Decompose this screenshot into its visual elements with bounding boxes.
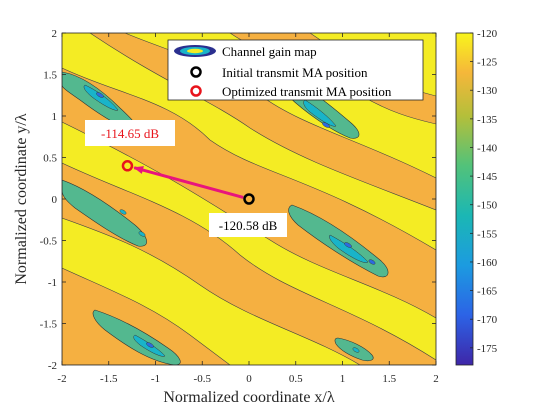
- blue-core: [344, 242, 352, 248]
- colorbar-tick-label: -170: [477, 314, 498, 326]
- legend: Channel gain map Initial transmit MA pos…: [167, 39, 424, 101]
- blue-core: [96, 92, 104, 98]
- y-ticks: 2 1.5 1 0.5 0 -0.5 -1 -1.5 -2: [40, 28, 436, 372]
- colorbar-tick-label: -125: [477, 57, 498, 69]
- legend-initial-marker: [190, 66, 202, 78]
- optimization-arrow: [133, 166, 244, 199]
- y-axis-label: Normalized coordinate y/λ: [13, 113, 30, 284]
- colorbar-tick-label: -165: [477, 286, 498, 298]
- legend-optimized-marker: [190, 85, 202, 97]
- x-tick-label: -1: [151, 373, 160, 385]
- optimized-annotation: -114.65 dB: [101, 126, 159, 141]
- colorbar-tick-label: -120: [477, 28, 498, 40]
- colorbar-tick-label: -145: [477, 171, 498, 183]
- x-tick-label: 1: [340, 373, 346, 385]
- low-gain-band: [62, 267, 231, 365]
- gain-field: [62, 33, 436, 365]
- initial-position-marker: [243, 193, 255, 205]
- colorbar-ticks: -120 -125 -130 -135 -140 -145 -150 -155 -160 -165…: [470, 28, 498, 355]
- y-tick-label: 1.5: [43, 70, 57, 82]
- green-region: [62, 179, 147, 247]
- y-tick-label: -1.5: [40, 319, 58, 331]
- blue-core: [146, 342, 154, 348]
- x-tick-label: -2: [57, 373, 66, 385]
- colorbar-tick-label: -130: [477, 85, 498, 97]
- colorbar: [455, 32, 474, 366]
- y-tick-label: 0: [52, 194, 58, 206]
- x-tick-label: 1.5: [382, 373, 396, 385]
- blue-core: [352, 347, 360, 353]
- legend-label-gain-map: Channel gain map: [222, 44, 317, 59]
- x-tick-label: 0: [246, 373, 252, 385]
- y-tick-label: -0.5: [40, 236, 58, 248]
- x-tick-label: -1.5: [100, 373, 118, 385]
- optimized-position-marker: [121, 160, 134, 172]
- x-tick-label: 2: [433, 373, 439, 385]
- colorbar-tick-label: -140: [477, 142, 498, 154]
- colorbar-tick-label: -150: [477, 200, 498, 212]
- colorbar-tick-label: -160: [477, 257, 498, 269]
- colorbar-tick-label: -155: [477, 228, 498, 240]
- colorbar-tick-label: -135: [477, 114, 498, 126]
- y-tick-label: -1: [48, 277, 57, 289]
- y-tick-label: 0.5: [43, 153, 57, 165]
- initial-annotation-box: [209, 213, 287, 237]
- blue-core: [368, 259, 376, 265]
- legend-label-initial: Initial transmit MA position: [222, 65, 368, 80]
- optimized-annotation-box: [85, 120, 175, 146]
- colorbar-tick-label: -175: [477, 343, 498, 355]
- y-tick-label: -2: [48, 360, 57, 372]
- legend-contour-icon: [187, 48, 203, 54]
- x-tick-label: 0.5: [289, 373, 303, 385]
- blue-core: [138, 231, 146, 237]
- x-axis-label: Normalized coordinate x/λ: [163, 389, 334, 406]
- blue-core: [119, 209, 127, 215]
- y-tick-label: 1: [52, 111, 58, 123]
- cyan-core: [83, 84, 119, 111]
- y-tick-label: 2: [52, 28, 58, 40]
- legend-label-optimized: Optimized transmit MA position: [222, 84, 392, 99]
- initial-annotation: -120.58 dB: [219, 218, 278, 233]
- blue-core: [322, 122, 330, 128]
- x-ticks: -2 -1.5 -1 -0.5 0 0.5 1 1.5 2: [57, 33, 439, 385]
- x-tick-label: -0.5: [194, 373, 212, 385]
- cyan-core: [329, 234, 369, 263]
